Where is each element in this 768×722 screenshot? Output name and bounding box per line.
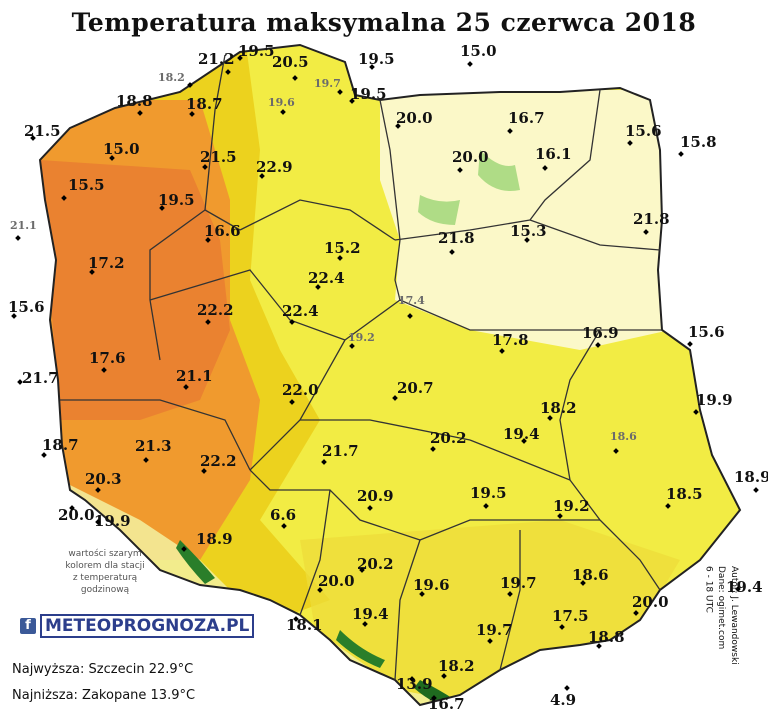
- station-temperature: 19.9: [94, 512, 131, 530]
- station-temperature: 16.7: [428, 695, 465, 713]
- station-temperature: 22.4: [308, 269, 345, 287]
- station-temperature: 18.9: [196, 530, 233, 548]
- station-temperature: 18.8: [588, 628, 625, 646]
- station-temperature: 21.5: [24, 122, 61, 140]
- author-line: 6 - 18 UTC: [703, 566, 714, 613]
- station-temperature: 15.6: [625, 122, 662, 140]
- station-temperature: 15.5: [68, 176, 105, 194]
- gray-label-note: wartości szarym kolorem dla stacji z tem…: [40, 548, 170, 597]
- station-temperature: 20.5: [272, 53, 309, 71]
- hourly-station-temperature: 19.6: [268, 96, 295, 109]
- station-temperature: 18.2: [438, 657, 475, 675]
- station-temperature: 19.5: [350, 85, 387, 103]
- country-border: [38, 43, 742, 707]
- station-temperature: 20.0: [632, 593, 669, 611]
- station-temperature: 21.7: [22, 369, 59, 387]
- station-temperature: 16.6: [204, 222, 241, 240]
- station-temperature: 18.1: [286, 616, 323, 634]
- station-temperature: 18.5: [666, 485, 703, 503]
- station-temperature: 15.6: [8, 298, 45, 316]
- station-temperature: 17.2: [88, 254, 125, 272]
- station-temperature: 20.0: [318, 572, 355, 590]
- station-temperature: 19.4: [726, 578, 763, 596]
- station-temperature: 20.0: [396, 109, 433, 127]
- station-temperature: 17.8: [492, 331, 529, 349]
- logo-text: METEOPROGNOZA.PL: [40, 614, 255, 638]
- station-temperature: 20.2: [430, 429, 467, 447]
- hourly-station-temperature: 19.2: [348, 331, 375, 344]
- station-temperature: 15.8: [680, 133, 717, 151]
- station-temperature: 6.6: [270, 506, 297, 524]
- station-temperature: 20.0: [58, 506, 95, 524]
- station-temperature: 22.4: [282, 302, 319, 320]
- station-temperature: 22.2: [197, 301, 234, 319]
- author-line: Autor: J. Lewandowski: [728, 566, 739, 665]
- station-temperature: 19.5: [358, 50, 395, 68]
- facebook-icon[interactable]: f: [20, 618, 36, 634]
- station-temperature: 15.2: [324, 239, 361, 257]
- station-temperature: 18.2: [540, 399, 577, 417]
- station-temperature: 18.8: [116, 92, 153, 110]
- note-line: kolorem dla stacji: [65, 561, 145, 572]
- author-credit: Autor: J. Lewandowski Dane: ogimet.com 6…: [702, 566, 740, 665]
- station-temperature: 21.1: [176, 367, 213, 385]
- station-temperature: 19.5: [470, 484, 507, 502]
- hourly-station-temperature: 21.1: [10, 219, 37, 232]
- note-line: z temperaturą: [72, 573, 138, 584]
- stat-max: Najwyższa: Szczecin 22.9°C: [12, 662, 194, 677]
- station-temperature: 19.2: [553, 497, 590, 515]
- station-temperature: 21.2: [198, 50, 235, 68]
- station-temperature: 20.9: [357, 487, 394, 505]
- station-temperature: 21.3: [135, 437, 172, 455]
- station-temperature: 20.2: [357, 555, 394, 573]
- station-temperature: 15.0: [103, 140, 140, 158]
- station-temperature: 19.7: [476, 621, 513, 639]
- station-temperature: 19.4: [352, 605, 389, 623]
- station-temperature: 16.9: [582, 324, 619, 342]
- station-temperature: 15.6: [688, 323, 725, 341]
- station-temperature: 17.5: [552, 607, 589, 625]
- station-temperature: 18.6: [572, 566, 609, 584]
- station-temperature: 19.9: [696, 391, 733, 409]
- station-temperature: 22.9: [256, 158, 293, 176]
- station-temperature: 22.0: [282, 381, 319, 399]
- station-temperature: 19.6: [413, 576, 450, 594]
- province-borders: [60, 54, 662, 681]
- station-temperature: 21.5: [200, 148, 237, 166]
- station-temperature: 21.8: [633, 210, 670, 228]
- station-temperature: 20.0: [452, 148, 489, 166]
- station-temperature: 20.3: [85, 470, 122, 488]
- station-temperature: 15.0: [460, 42, 497, 60]
- station-temperature: 18.7: [186, 95, 223, 113]
- note-line: wartości szarym: [68, 549, 142, 559]
- station-temperature: 19.7: [500, 574, 537, 592]
- station-temperature: 17.6: [89, 349, 126, 367]
- station-temperature: 18.7: [42, 436, 79, 454]
- station-temperature: 19.5: [158, 191, 195, 209]
- station-temperature: 13.9: [396, 675, 433, 693]
- station-temperature: 16.7: [508, 109, 545, 127]
- station-temperature: 19.5: [238, 42, 275, 60]
- station-temperature: 22.2: [200, 452, 237, 470]
- hourly-station-temperature: 18.2: [158, 71, 185, 84]
- map-title: Temperatura maksymalna 25 czerwca 2018: [71, 8, 697, 37]
- station-temperature: 4.9: [550, 691, 577, 709]
- hourly-station-temperature: 18.6: [610, 430, 637, 443]
- note-line: godzinową: [80, 585, 130, 596]
- hourly-station-temperature: 17.4: [398, 294, 425, 307]
- station-temperature: 21.7: [322, 442, 359, 460]
- station-temperature: 15.3: [510, 222, 547, 240]
- station-temperature: 21.8: [438, 229, 475, 247]
- stat-min: Najniższa: Zakopane 13.9°C: [12, 688, 196, 703]
- station-temperature: 20.7: [397, 379, 434, 397]
- meteoprognoza-logo[interactable]: f METEOPROGNOZA.PL: [20, 614, 255, 638]
- station-temperature: 16.1: [535, 145, 572, 163]
- station-temperature: 19.4: [503, 425, 540, 443]
- author-line: Dane: ogimet.com: [716, 566, 727, 650]
- hourly-station-temperature: 19.7: [314, 77, 341, 90]
- station-temperature: 18.9: [734, 468, 768, 486]
